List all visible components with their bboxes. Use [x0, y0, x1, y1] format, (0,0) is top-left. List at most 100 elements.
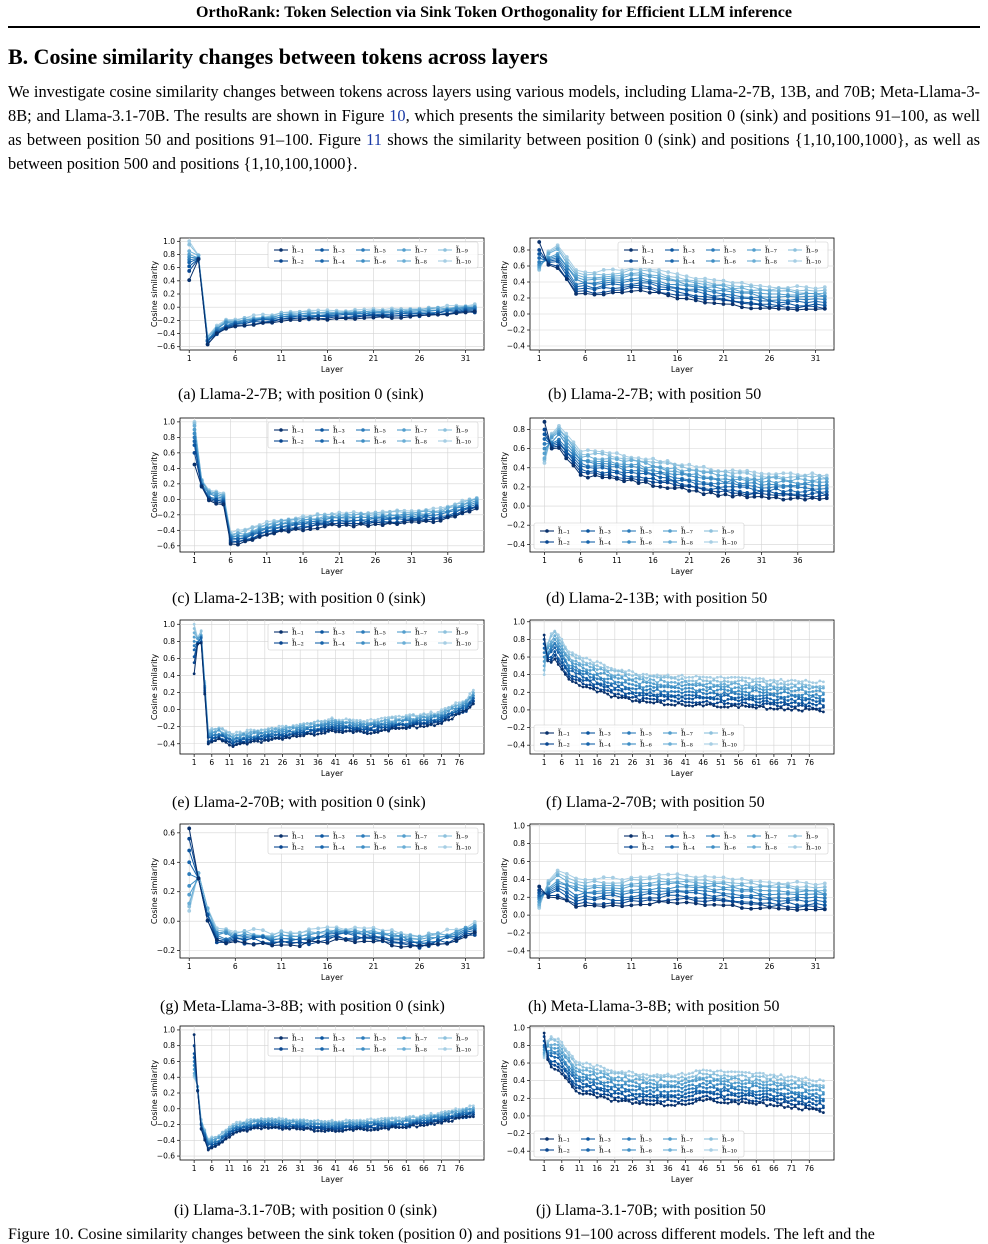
- series-point: [666, 893, 671, 898]
- y-axis-label: Cosine similarity: [150, 261, 159, 328]
- series-point: [295, 731, 299, 735]
- series-point: [397, 723, 401, 727]
- series-point: [415, 726, 419, 730]
- series-point: [578, 672, 581, 676]
- series-point: [305, 727, 309, 731]
- legend-label: h̃₋₆: [723, 257, 736, 266]
- legend-label: h̃₋₅: [373, 426, 386, 435]
- series-point: [817, 483, 822, 488]
- series-point: [358, 725, 362, 729]
- x-axis-label: Layer: [321, 365, 344, 374]
- series-point: [454, 713, 458, 717]
- series-point: [297, 944, 302, 949]
- series-point: [274, 1120, 277, 1124]
- series-point: [810, 496, 815, 500]
- series-point: [334, 937, 339, 941]
- series-point: [687, 704, 691, 707]
- series-point: [401, 723, 405, 727]
- series-point: [408, 941, 413, 946]
- series-point: [811, 681, 815, 685]
- x-tick-label: 6: [233, 354, 238, 363]
- series-point: [694, 679, 698, 683]
- series-point: [641, 686, 645, 690]
- series-point: [752, 487, 757, 492]
- series-point: [739, 877, 744, 881]
- series-point: [607, 456, 612, 461]
- series-point: [312, 733, 316, 737]
- figure-10-link[interactable]: 10: [389, 106, 406, 125]
- y-tick-label: −0.4: [507, 540, 525, 549]
- series-point: [758, 680, 762, 684]
- series-point: [337, 730, 341, 734]
- series-point: [620, 898, 625, 903]
- series-point: [376, 717, 380, 721]
- legend-marker: [402, 439, 406, 443]
- series-point: [647, 274, 652, 279]
- series-point: [705, 686, 709, 689]
- series-point: [647, 269, 652, 273]
- series-point: [563, 647, 567, 650]
- series-point: [655, 693, 659, 697]
- figure-11-link[interactable]: 11: [366, 130, 382, 149]
- series-point: [436, 938, 440, 942]
- series-point: [399, 940, 403, 945]
- series-point: [721, 898, 726, 903]
- series-point: [767, 295, 772, 300]
- series-point: [698, 690, 702, 693]
- series-point: [790, 686, 793, 689]
- series-point: [675, 884, 680, 889]
- series-point: [788, 479, 793, 484]
- series-point: [766, 492, 771, 497]
- series-point: [776, 680, 779, 683]
- series-point: [337, 513, 342, 518]
- series-point: [447, 712, 451, 716]
- series-point: [723, 685, 726, 689]
- series-point: [337, 521, 342, 526]
- series-point: [592, 683, 596, 687]
- series-point: [620, 689, 624, 693]
- series-point: [606, 681, 610, 684]
- series-point: [622, 456, 626, 461]
- series-point: [813, 299, 818, 304]
- series-point: [804, 707, 808, 710]
- series-point: [824, 473, 829, 478]
- series-point: [754, 688, 758, 692]
- series-point: [684, 283, 689, 288]
- series-point: [652, 678, 656, 682]
- series-point: [359, 518, 363, 523]
- series-point: [564, 273, 569, 278]
- series-point: [207, 491, 211, 496]
- series-point: [586, 448, 590, 453]
- series-point: [599, 677, 603, 681]
- legend-marker: [586, 529, 590, 533]
- series-point: [627, 697, 631, 700]
- series-point: [641, 675, 645, 679]
- legend-label: h̃₋₁: [291, 246, 304, 255]
- series-point: [213, 739, 217, 742]
- series-point: [574, 659, 578, 663]
- series-point: [751, 687, 755, 691]
- series-point: [709, 476, 713, 481]
- series-point: [602, 682, 606, 686]
- series-point: [719, 700, 723, 704]
- x-tick-label: 16: [242, 758, 252, 767]
- series-point: [659, 694, 663, 698]
- series-point: [417, 943, 422, 948]
- x-tick-label: 21: [260, 758, 270, 767]
- series-point: [560, 661, 564, 664]
- series-point: [779, 682, 783, 685]
- series-point: [279, 938, 284, 943]
- series-point: [752, 484, 757, 489]
- series-point: [574, 887, 578, 892]
- series-point: [739, 906, 744, 910]
- series-point: [309, 1122, 313, 1126]
- series-point: [779, 687, 783, 691]
- series-point: [705, 682, 709, 686]
- series-point: [627, 678, 631, 682]
- series-point: [542, 461, 547, 465]
- series-point: [822, 297, 827, 302]
- series-point: [187, 848, 192, 853]
- series-point: [383, 1118, 387, 1122]
- legend-label: h̃₋₁₀: [455, 843, 471, 852]
- series-point: [687, 468, 692, 473]
